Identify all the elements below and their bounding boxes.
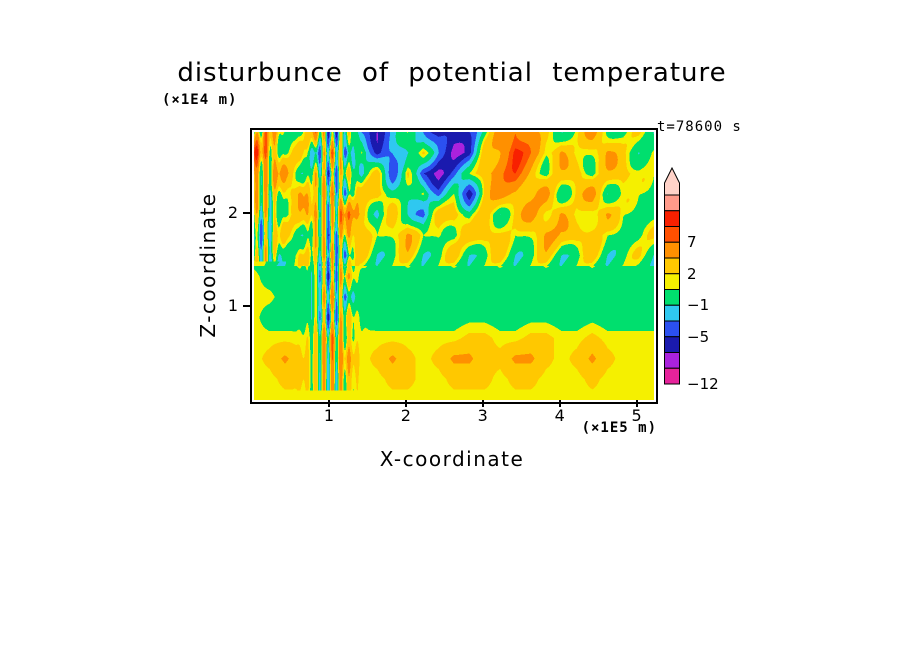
x-axis-label: X-coordinate (379, 447, 525, 471)
x-tick-mark (404, 400, 407, 407)
x-tick-mark (327, 400, 330, 407)
heatmap-canvas (254, 132, 654, 400)
x-tick-mark (558, 400, 561, 407)
colorbar-tick-label: −5 (687, 327, 710, 346)
x-tick-label: 4 (554, 406, 565, 425)
z-tick-label: 2 (227, 203, 238, 223)
plot-area (250, 128, 658, 404)
x-tick-label: 3 (477, 406, 488, 425)
colorbar-tick-label: −1 (687, 296, 710, 315)
colorbar-tick-label: 7 (687, 233, 697, 252)
y-axis-unit: (×1E4 m) (162, 92, 238, 108)
x-tick-label: 2 (400, 406, 411, 425)
x-tick-mark (635, 400, 638, 407)
x-axis-unit: (×1E5 m) (581, 420, 657, 436)
colorbar-tick-label: −12 (687, 375, 719, 393)
z-tick-mark (243, 304, 250, 307)
z-tick-label: 1 (227, 295, 238, 315)
x-tick-label: 5 (631, 406, 642, 425)
y-axis-label: Z-coordinate (196, 192, 220, 338)
z-tick-mark (243, 212, 250, 215)
chart-title: disturbunce of potential temperature (177, 58, 727, 88)
x-tick-mark (481, 400, 484, 407)
timestamp-label: t=78600 s (657, 119, 742, 135)
x-tick-label: 1 (323, 406, 335, 425)
colorbar-tick-label: 2 (687, 264, 697, 283)
colorbar (663, 167, 681, 387)
